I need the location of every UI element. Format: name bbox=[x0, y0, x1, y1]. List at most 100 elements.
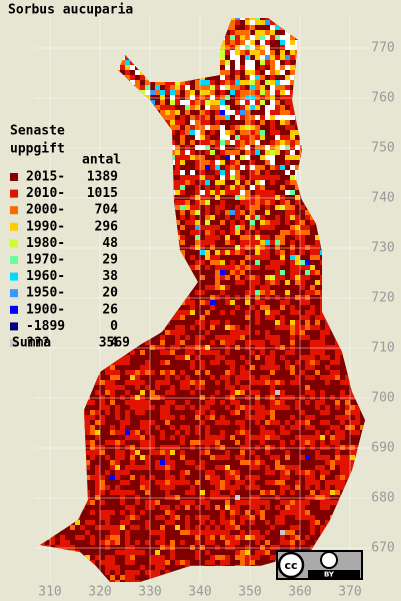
cell bbox=[310, 35, 315, 40]
cell bbox=[245, 18, 250, 20]
cell bbox=[235, 445, 240, 450]
cell bbox=[150, 440, 155, 445]
cell bbox=[275, 240, 280, 245]
cell bbox=[185, 60, 190, 65]
cell bbox=[320, 120, 325, 125]
cell bbox=[340, 160, 345, 165]
cell bbox=[105, 125, 110, 130]
cell bbox=[215, 320, 220, 325]
cell bbox=[145, 315, 150, 320]
cell bbox=[360, 375, 365, 380]
cell bbox=[140, 280, 145, 285]
cell bbox=[75, 310, 80, 315]
cell bbox=[245, 440, 250, 445]
cell bbox=[365, 15, 370, 20]
cell bbox=[285, 160, 290, 165]
cell bbox=[265, 145, 270, 150]
cell bbox=[65, 435, 70, 440]
cell bbox=[165, 240, 170, 245]
cell bbox=[230, 385, 235, 390]
cell bbox=[255, 295, 260, 300]
cell bbox=[150, 210, 155, 215]
cell bbox=[95, 130, 100, 135]
cell bbox=[220, 40, 225, 45]
cell bbox=[365, 300, 370, 305]
cell bbox=[265, 430, 270, 435]
cell bbox=[70, 40, 75, 45]
cell bbox=[115, 125, 120, 130]
cell bbox=[325, 175, 330, 180]
cell bbox=[95, 405, 100, 410]
cell bbox=[270, 485, 275, 490]
cell bbox=[300, 315, 305, 320]
cell bbox=[235, 275, 240, 280]
cell bbox=[235, 480, 240, 485]
cell bbox=[320, 360, 325, 365]
cell bbox=[180, 530, 185, 535]
cell bbox=[215, 205, 220, 210]
cell bbox=[210, 515, 215, 520]
cell bbox=[115, 490, 120, 495]
cell bbox=[185, 220, 190, 225]
cell bbox=[225, 330, 230, 335]
cell bbox=[255, 90, 260, 95]
cell bbox=[360, 275, 365, 280]
cell bbox=[205, 300, 210, 305]
cell bbox=[265, 270, 270, 275]
cell bbox=[335, 490, 340, 495]
cell bbox=[165, 115, 170, 120]
cell bbox=[350, 440, 355, 445]
cell bbox=[200, 410, 205, 415]
cell bbox=[345, 375, 350, 380]
cell bbox=[300, 205, 305, 210]
cell bbox=[130, 510, 135, 515]
cell bbox=[210, 235, 215, 240]
cell bbox=[145, 485, 150, 490]
cell bbox=[200, 30, 205, 35]
cell bbox=[135, 385, 140, 390]
cell bbox=[235, 420, 240, 425]
cell bbox=[310, 260, 315, 265]
cell bbox=[160, 180, 165, 185]
cell bbox=[340, 215, 345, 220]
cell bbox=[220, 20, 225, 25]
cell bbox=[190, 205, 195, 210]
cell bbox=[120, 480, 125, 485]
cell bbox=[130, 200, 135, 205]
cell bbox=[365, 470, 370, 475]
cell bbox=[205, 175, 210, 180]
cell bbox=[330, 250, 335, 255]
cell bbox=[260, 120, 265, 125]
cell bbox=[160, 135, 165, 140]
cell bbox=[205, 435, 210, 440]
cell bbox=[310, 425, 315, 430]
cell bbox=[120, 355, 125, 360]
cell bbox=[240, 30, 245, 35]
cell bbox=[85, 365, 90, 370]
cell bbox=[250, 405, 255, 410]
cell bbox=[265, 305, 270, 310]
cell bbox=[180, 470, 185, 475]
cell bbox=[205, 190, 210, 195]
cell bbox=[240, 225, 245, 230]
cell bbox=[230, 475, 235, 480]
cell bbox=[260, 155, 265, 160]
cell bbox=[190, 350, 195, 355]
cell bbox=[320, 525, 325, 530]
cell bbox=[135, 315, 140, 320]
cell bbox=[230, 160, 235, 165]
cell bbox=[210, 320, 215, 325]
cell bbox=[45, 40, 50, 45]
cell bbox=[290, 345, 295, 350]
cell bbox=[325, 18, 330, 20]
cell bbox=[195, 195, 200, 200]
cell bbox=[160, 225, 165, 230]
cell bbox=[260, 90, 265, 95]
cell bbox=[220, 435, 225, 440]
cell bbox=[155, 480, 160, 485]
cell bbox=[195, 130, 200, 135]
cell bbox=[280, 405, 285, 410]
cell bbox=[290, 165, 295, 170]
cell bbox=[145, 305, 150, 310]
cell bbox=[275, 100, 280, 105]
